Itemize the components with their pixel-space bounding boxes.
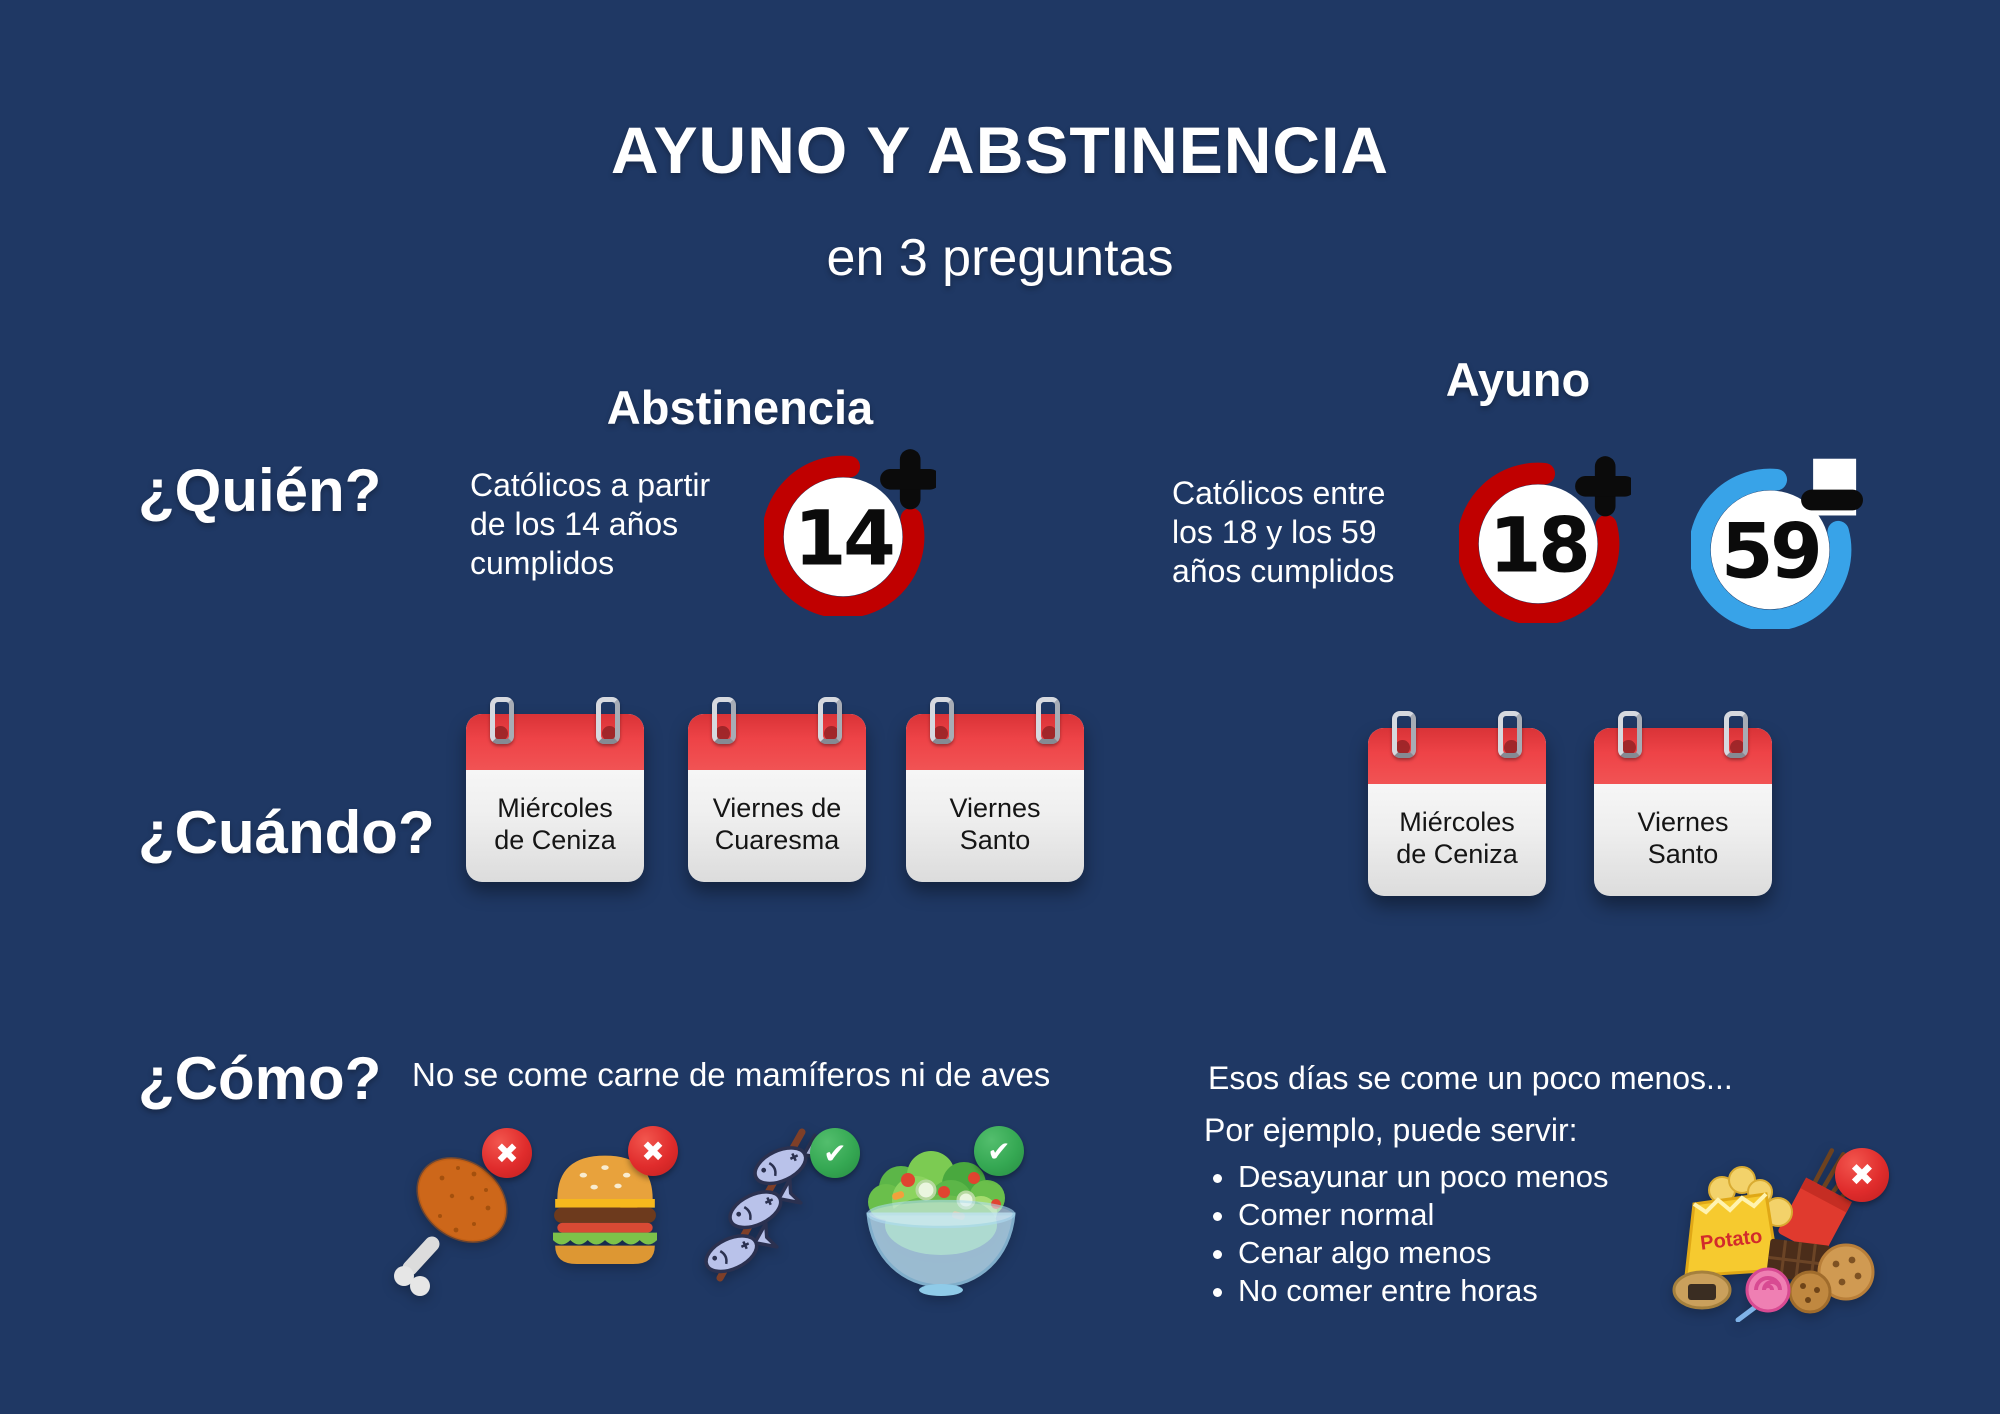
calendar-ring-icon <box>1498 711 1522 758</box>
age-badge-14-plus-icon: 14 <box>764 444 936 616</box>
question-label-cuando: ¿Cuándo? <box>138 799 435 866</box>
check-badge-icon: ✔ <box>974 1126 1024 1176</box>
bullet-item: Comer normal <box>1238 1196 1609 1234</box>
calendar-ring-icon <box>596 697 620 744</box>
calendar-ring-icon <box>712 697 736 744</box>
calendar-icon: Viernes de Cuaresma <box>688 697 866 882</box>
bullet-item: Desayunar un poco menos <box>1238 1158 1609 1196</box>
como-ayuno-intro-2: Por ejemplo, puede servir: <box>1204 1112 1578 1148</box>
calendar-label: Viernes Santo <box>1637 807 1729 869</box>
cross-badge-icon: ✖ <box>628 1126 678 1176</box>
calendar-ring-icon <box>1618 711 1642 758</box>
age-badge-59-number: 59 <box>1721 508 1819 596</box>
calendar-label: Viernes de Cuaresma <box>712 793 842 855</box>
calendar-label: Viernes Santo <box>949 793 1041 855</box>
age-badge-14-number: 14 <box>794 495 893 583</box>
calendar-ring-icon <box>1724 711 1748 758</box>
calendar-icon: Miércoles de Ceniza <box>466 697 644 882</box>
age-badge-59-minus-icon: 59 <box>1691 457 1863 629</box>
column-header-ayuno: Ayuno <box>1445 353 1591 406</box>
calendar-icon: Viernes Santo <box>1594 711 1772 896</box>
como-ayuno-intro-1: Esos días se come un poco menos... <box>1208 1060 1733 1096</box>
cross-badge-icon: ✖ <box>1835 1148 1889 1202</box>
calendar-ring-icon <box>930 697 954 744</box>
quien-abstinencia-text: Católicos a partir de los 14 años cumpli… <box>470 467 711 581</box>
snacks-icon: Potato <box>1645 1142 1895 1322</box>
question-label-quien: ¿Quién? <box>138 457 382 524</box>
calendar-ring-icon <box>490 697 514 744</box>
cross-badge-icon: ✖ <box>482 1128 532 1178</box>
page-title: AYUNO Y ABSTINENCIA <box>610 113 1390 187</box>
calendar-icon: Miércoles de Ceniza <box>1368 711 1546 896</box>
bullet-item: No comer entre horas <box>1238 1272 1609 1310</box>
fish-skewer-icon: ✔ <box>696 1120 860 1290</box>
chicken-leg-icon: ✖ <box>380 1128 532 1298</box>
hamburger-icon: ✖ <box>540 1126 678 1273</box>
age-badge-18-number: 18 <box>1489 502 1587 590</box>
como-abstinencia-text: No se come carne de mamíferos ni de aves <box>412 1056 1051 1093</box>
bullet-item: Cenar algo menos <box>1238 1234 1609 1272</box>
salad-bowl-icon: ✔ <box>856 1126 1026 1300</box>
calendar-ring-icon <box>1036 697 1060 744</box>
age-badge-18-plus-icon: 18 <box>1459 451 1631 623</box>
calendar-ring-icon <box>1392 711 1416 758</box>
como-ayuno-bullet-list: Desayunar un poco menos Comer normal Cen… <box>1206 1158 1609 1310</box>
question-label-como: ¿Cómo? <box>138 1045 382 1112</box>
calendar-label: Miércoles de Ceniza <box>494 793 616 855</box>
calendar-ring-icon <box>818 697 842 744</box>
calendar-label: Miércoles de Ceniza <box>1396 807 1518 869</box>
page-subtitle: en 3 preguntas <box>826 229 1174 287</box>
quien-ayuno-text: Católicos entre los 18 y los 59 años cum… <box>1172 475 1395 589</box>
calendar-icon: Viernes Santo <box>906 697 1084 882</box>
check-badge-icon: ✔ <box>810 1128 860 1178</box>
column-header-abstinencia: Abstinencia <box>606 381 874 434</box>
